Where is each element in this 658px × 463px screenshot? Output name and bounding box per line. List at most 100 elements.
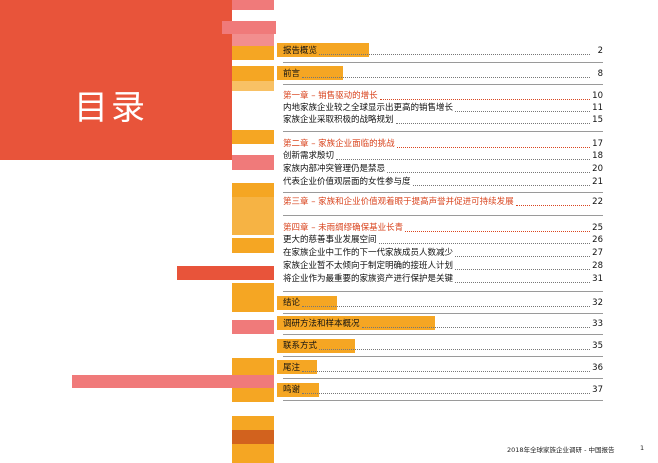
toc-page-number: 31 xyxy=(592,274,603,284)
toc-entry[interactable]: 调研方法和样本概况 33 xyxy=(283,317,603,331)
toc-entry[interactable]: 创新需求殷切 18 xyxy=(283,149,603,163)
leader-dots xyxy=(319,349,590,350)
toc-label: 鸣谢 xyxy=(283,385,301,395)
toc-label: 将企业作为最重要的家族资产进行保护是关键 xyxy=(283,274,454,284)
toc-page-number: 11 xyxy=(592,103,603,113)
leader-dots xyxy=(387,172,590,173)
toc-page-number: 8 xyxy=(597,69,603,79)
decor-bar xyxy=(232,155,274,170)
toc-entry[interactable]: 第二章 – 家族企业面临的挑战 17 xyxy=(283,137,603,151)
divider xyxy=(283,378,603,379)
toc-page-number: 17 xyxy=(592,139,603,149)
toc-entry[interactable]: 联系方式 35 xyxy=(283,339,603,353)
toc-page-number: 35 xyxy=(592,341,603,351)
label-highlight xyxy=(277,360,317,374)
leader-dots xyxy=(395,123,590,124)
toc-entry[interactable]: 尾注 36 xyxy=(283,361,603,375)
toc-entry[interactable]: 结论 32 xyxy=(283,296,603,310)
leader-dots xyxy=(455,269,590,270)
label-highlight xyxy=(277,66,343,80)
decor-bar xyxy=(177,266,274,280)
toc-entry[interactable]: 第三章 – 家族和企业价值观着眼于提高声誉并促进可持续发展 22 xyxy=(283,195,603,209)
divider xyxy=(283,334,603,335)
toc-label: 家族企业采取积极的战略规划 xyxy=(283,115,394,125)
decor-bar xyxy=(232,238,274,253)
toc-entry[interactable]: 家族企业采取积极的战略规划 15 xyxy=(283,113,603,127)
decor-bar xyxy=(232,34,274,46)
leader-dots xyxy=(455,111,590,112)
toc-page-number: 36 xyxy=(592,363,603,373)
divider xyxy=(283,62,603,63)
decor-bar xyxy=(232,0,274,10)
toc-page-number: 32 xyxy=(592,298,603,308)
leader-dots xyxy=(361,327,590,328)
page-title: 目录 xyxy=(74,88,148,128)
toc-entry[interactable]: 家族内部冲突管理仍是禁忌 20 xyxy=(283,162,603,176)
toc-entry[interactable]: 第一章 – 销售驱动的增长 10 xyxy=(283,89,603,103)
toc-label: 第一章 – 销售驱动的增长 xyxy=(283,91,378,101)
leader-dots xyxy=(378,243,590,244)
leader-dots xyxy=(455,282,590,283)
toc-page-number: 2 xyxy=(597,46,603,56)
footer-page-number: 1 xyxy=(640,444,645,452)
toc-label: 第二章 – 家族企业面临的挑战 xyxy=(283,139,395,149)
toc-page-number: 28 xyxy=(592,261,603,271)
toc-entry[interactable]: 代表企业价值观层面的女性参与度 21 xyxy=(283,175,603,189)
toc-label: 更大的慈善事业发展空间 xyxy=(283,235,377,245)
toc-entry[interactable]: 前言 8 xyxy=(283,67,603,81)
toc-page-number: 20 xyxy=(592,164,603,174)
toc-page-number: 27 xyxy=(592,248,603,258)
toc-label: 第三章 – 家族和企业价值观着眼于提高声誉并促进可持续发展 xyxy=(283,197,514,207)
divider xyxy=(283,313,603,314)
toc-entry[interactable]: 内地家族企业较之全球显示出更高的销售增长 11 xyxy=(283,101,603,115)
toc-entry[interactable]: 更大的慈善事业发展空间 26 xyxy=(283,233,603,247)
toc-page-number: 26 xyxy=(592,235,603,245)
title-block: 目录 xyxy=(0,0,232,160)
leader-dots xyxy=(515,205,590,206)
leader-dots xyxy=(319,54,590,55)
decor-bar xyxy=(232,283,274,298)
toc-page-number: 33 xyxy=(592,319,603,329)
toc-entry[interactable]: 第四章 – 未雨绸缪确保基业长青 25 xyxy=(283,221,603,235)
label-highlight xyxy=(277,43,369,57)
leader-dots xyxy=(379,99,590,100)
divider xyxy=(283,84,603,85)
decor-bar xyxy=(232,416,274,430)
leader-dots xyxy=(405,231,590,232)
toc-entry[interactable]: 家族企业暂不太倾向于制定明确的接班人计划 28 xyxy=(283,259,603,273)
toc-label: 在家族企业中工作的下一代家族成员人数减少 xyxy=(283,248,454,258)
leader-dots xyxy=(412,185,590,186)
toc-label: 内地家族企业较之全球显示出更高的销售增长 xyxy=(283,103,454,113)
leader-dots xyxy=(396,147,590,148)
toc-label: 代表企业价值观层面的女性参与度 xyxy=(283,177,411,187)
decor-bar xyxy=(232,444,274,463)
toc-label: 报告概览 xyxy=(283,46,318,56)
decor-bar xyxy=(232,66,274,81)
decor-bar xyxy=(232,81,274,91)
toc-label: 联系方式 xyxy=(283,341,318,351)
toc-page-number: 37 xyxy=(592,385,603,395)
leader-dots xyxy=(455,256,590,257)
decor-bar xyxy=(232,183,274,197)
divider xyxy=(283,192,603,193)
decor-bar xyxy=(232,298,274,312)
toc-page-number: 10 xyxy=(592,91,603,101)
decor-bar xyxy=(232,358,274,376)
toc-page-number: 18 xyxy=(592,151,603,161)
toc-page-number: 15 xyxy=(592,115,603,125)
divider xyxy=(283,356,603,357)
toc-entry[interactable]: 在家族企业中工作的下一代家族成员人数减少 27 xyxy=(283,246,603,260)
toc-entry[interactable]: 将企业作为最重要的家族资产进行保护是关键 31 xyxy=(283,272,603,286)
label-highlight xyxy=(277,316,435,330)
leader-dots xyxy=(336,159,590,160)
toc-page-number: 21 xyxy=(592,177,603,187)
leader-dots xyxy=(302,371,590,372)
divider xyxy=(283,131,603,132)
decor-bar xyxy=(72,375,274,388)
toc-entry[interactable]: 报告概览 2 xyxy=(283,44,603,58)
footer-title: 2018年全球家族企业调研 - 中国报告 xyxy=(507,446,615,454)
toc-entry[interactable]: 鸣谢 37 xyxy=(283,383,603,397)
toc-page-number: 22 xyxy=(592,197,603,207)
divider xyxy=(283,400,603,401)
toc-label: 第四章 – 未雨绸缪确保基业长青 xyxy=(283,223,404,233)
